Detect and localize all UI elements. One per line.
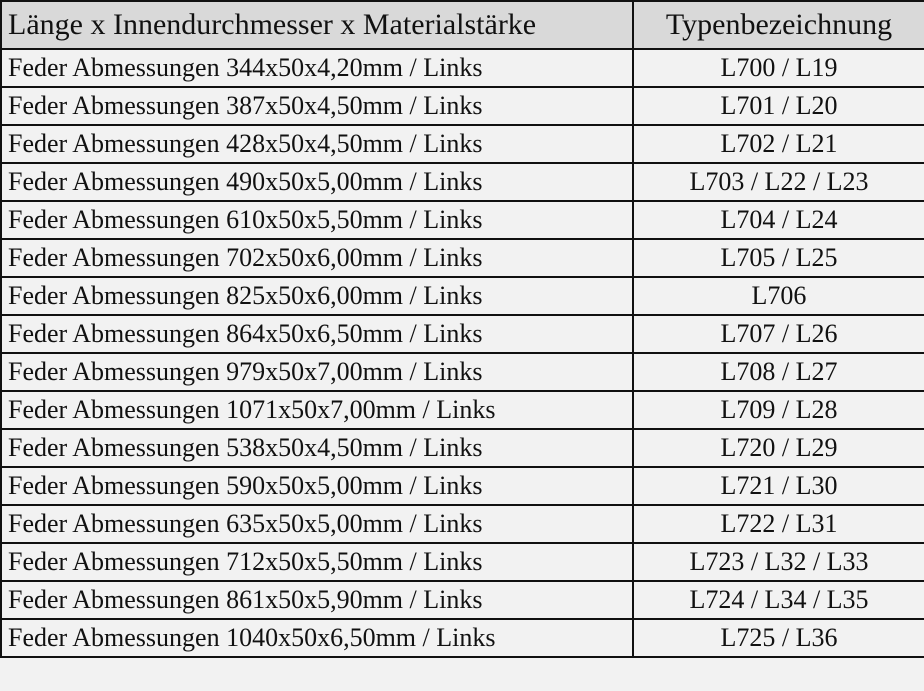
type-cell: L700 / L19: [632, 48, 924, 88]
table-row: Feder Abmessungen 712x50x5,50mm / Links L…: [0, 542, 924, 582]
type-cell: L701 / L20: [632, 86, 924, 126]
dimension-cell: Feder Abmessungen 538x50x4,50mm / Links: [0, 428, 634, 468]
header-dimensions: Länge x Innendurchmesser x Materialstärk…: [0, 0, 634, 50]
table-row: Feder Abmessungen 490x50x5,00mm / Links L…: [0, 162, 924, 202]
table-row: Feder Abmessungen 610x50x5,50mm / Links L…: [0, 200, 924, 240]
type-cell: L705 / L25: [632, 238, 924, 278]
dimension-cell: Feder Abmessungen 825x50x6,00mm / Links: [0, 276, 634, 316]
dimension-cell: Feder Abmessungen 387x50x4,50mm / Links: [0, 86, 634, 126]
type-cell: L725 / L36: [632, 618, 924, 658]
dimension-cell: Feder Abmessungen 712x50x5,50mm / Links: [0, 542, 634, 582]
table-row: Feder Abmessungen 861x50x5,90mm / Links L…: [0, 580, 924, 620]
header-type: Typenbezeichnung: [632, 0, 924, 50]
dimension-cell: Feder Abmessungen 1071x50x7,00mm / Links: [0, 390, 634, 430]
table-row: Feder Abmessungen 864x50x6,50mm / Links L…: [0, 314, 924, 354]
dimension-cell: Feder Abmessungen 428x50x4,50mm / Links: [0, 124, 634, 164]
dimension-cell: Feder Abmessungen 1040x50x6,50mm / Links: [0, 618, 634, 658]
type-cell: L723 / L32 / L33: [632, 542, 924, 582]
table-row: Feder Abmessungen 344x50x4,20mm / Links L…: [0, 48, 924, 88]
type-cell: L702 / L21: [632, 124, 924, 164]
header-row: Länge x Innendurchmesser x Materialstärk…: [0, 0, 924, 50]
table-row: Feder Abmessungen 428x50x4,50mm / Links L…: [0, 124, 924, 164]
table-row: Feder Abmessungen 702x50x6,00mm / Links L…: [0, 238, 924, 278]
dimension-cell: Feder Abmessungen 861x50x5,90mm / Links: [0, 580, 634, 620]
dimension-cell: Feder Abmessungen 490x50x5,00mm / Links: [0, 162, 634, 202]
dimension-cell: Feder Abmessungen 590x50x5,00mm / Links: [0, 466, 634, 506]
type-cell: L720 / L29: [632, 428, 924, 468]
type-cell: L722 / L31: [632, 504, 924, 544]
table-row: Feder Abmessungen 979x50x7,00mm / Links L…: [0, 352, 924, 392]
dimension-cell: Feder Abmessungen 864x50x6,50mm / Links: [0, 314, 634, 354]
table-row: Feder Abmessungen 387x50x4,50mm / Links L…: [0, 86, 924, 126]
type-cell: L706: [632, 276, 924, 316]
dimension-cell: Feder Abmessungen 979x50x7,00mm / Links: [0, 352, 634, 392]
dimension-cell: Feder Abmessungen 610x50x5,50mm / Links: [0, 200, 634, 240]
dimension-cell: Feder Abmessungen 344x50x4,20mm / Links: [0, 48, 634, 88]
table-row: Feder Abmessungen 590x50x5,00mm / Links L…: [0, 466, 924, 506]
table-row: Feder Abmessungen 1071x50x7,00mm / Links…: [0, 390, 924, 430]
table-row: Feder Abmessungen 538x50x4,50mm / Links L…: [0, 428, 924, 468]
dimension-cell: Feder Abmessungen 635x50x5,00mm / Links: [0, 504, 634, 544]
table-row: Feder Abmessungen 1040x50x6,50mm / Links…: [0, 618, 924, 658]
dimension-cell: Feder Abmessungen 702x50x6,00mm / Links: [0, 238, 634, 278]
type-cell: L708 / L27: [632, 352, 924, 392]
spring-table: Länge x Innendurchmesser x Materialstärk…: [0, 0, 924, 658]
type-cell: L703 / L22 / L23: [632, 162, 924, 202]
type-cell: L704 / L24: [632, 200, 924, 240]
type-cell: L724 / L34 / L35: [632, 580, 924, 620]
table-row: Feder Abmessungen 635x50x5,00mm / Links L…: [0, 504, 924, 544]
type-cell: L707 / L26: [632, 314, 924, 354]
table-row: Feder Abmessungen 825x50x6,00mm / Links L…: [0, 276, 924, 316]
type-cell: L709 / L28: [632, 390, 924, 430]
type-cell: L721 / L30: [632, 466, 924, 506]
